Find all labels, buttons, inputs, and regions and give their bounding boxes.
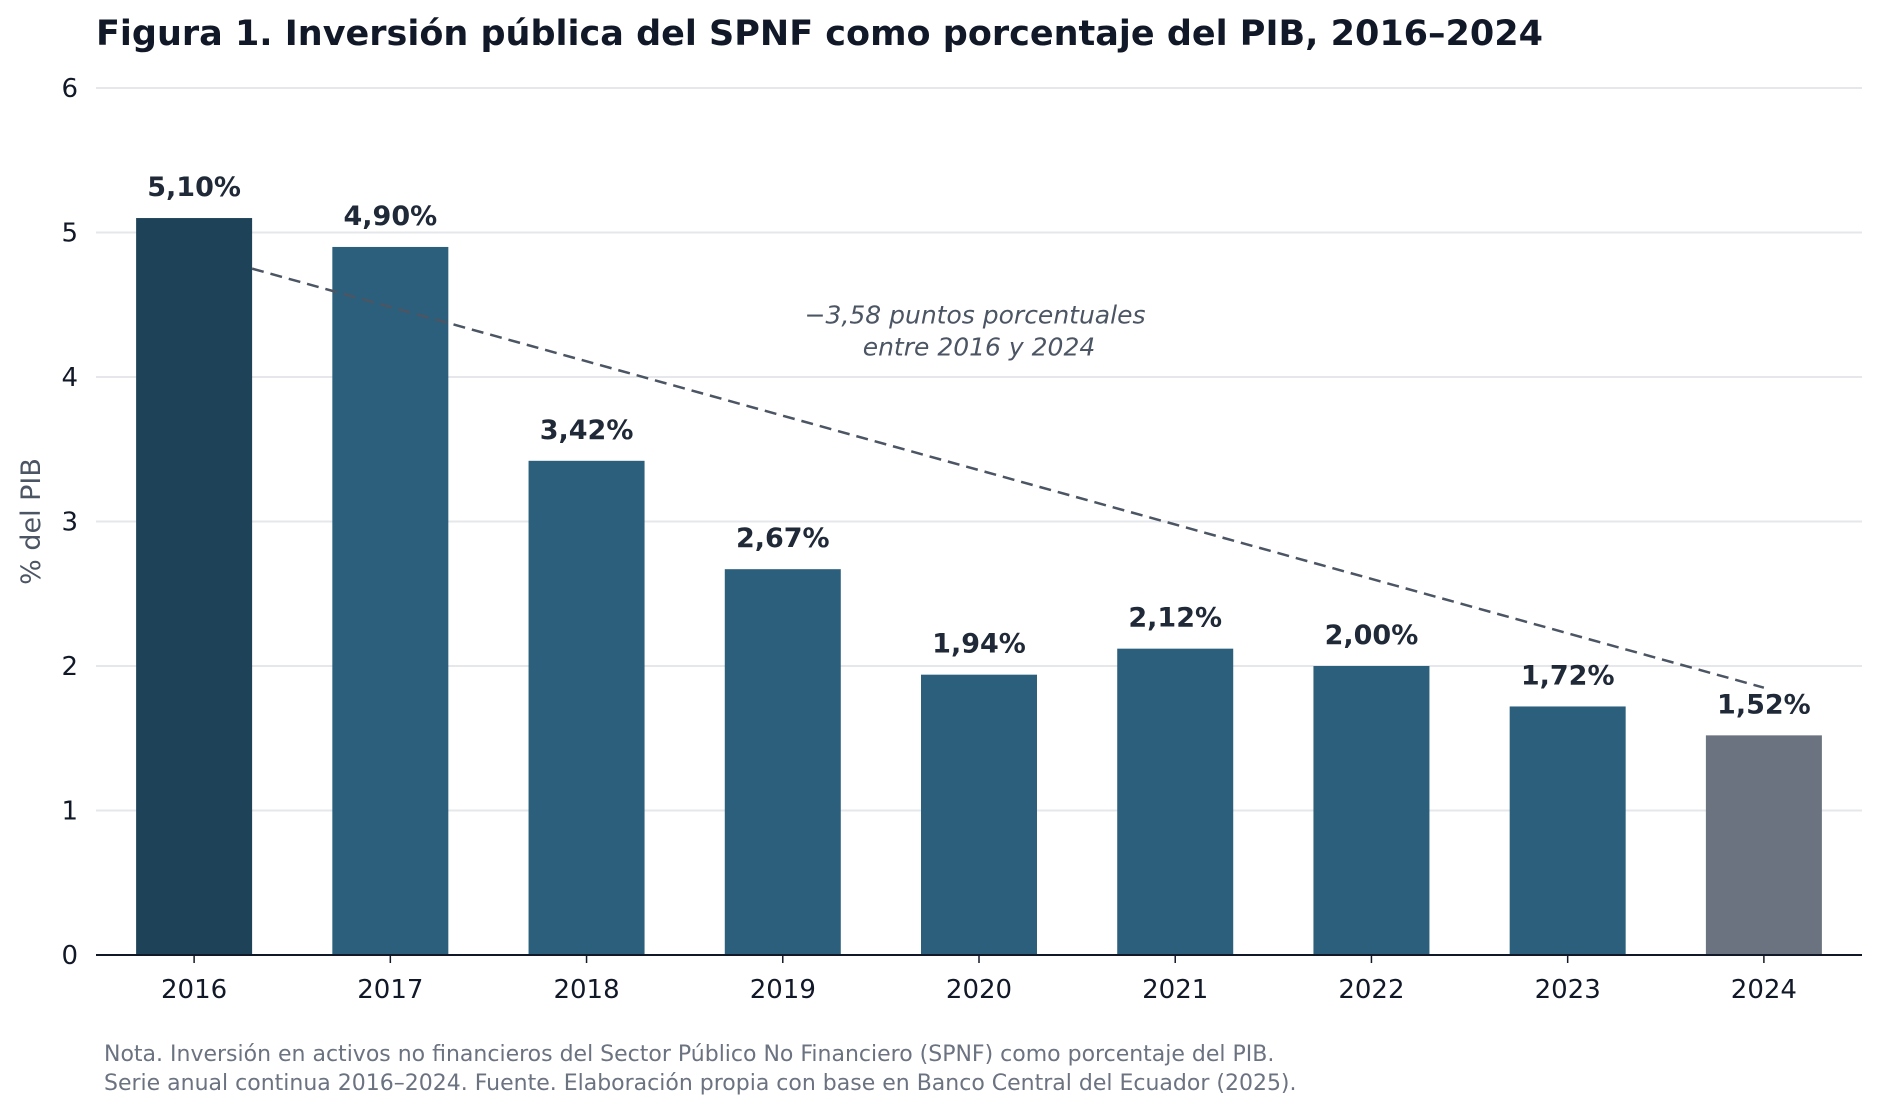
annotation-line-1: −3,58 puntos porcentuales <box>805 300 1146 329</box>
value-label-2016: 5,10% <box>147 172 241 203</box>
y-axis-ticks: 0 1 2 3 4 5 6 <box>61 74 78 971</box>
note-line-1: Nota. Inversión en activos no financiero… <box>104 1042 1275 1067</box>
y-tick-label: 0 <box>61 941 78 971</box>
y-tick-label: 4 <box>61 363 78 393</box>
x-tick-label-2024: 2024 <box>1731 975 1797 1005</box>
bar-2016 <box>136 218 253 956</box>
value-label-2018: 3,42% <box>540 415 634 446</box>
value-label-2023: 1,72% <box>1521 660 1615 691</box>
chart-title: Figura 1. Inversión pública del SPNF com… <box>96 14 1543 54</box>
value-label-2020: 1,94% <box>932 629 1026 660</box>
value-label-2017: 4,90% <box>343 201 437 232</box>
value-labels: 5,10% 4,90% 3,42% 2,67% 1,94% 2,12% 2,00% 1,72%… <box>147 172 1810 720</box>
y-tick-label: 5 <box>61 219 78 249</box>
y-tick-label: 1 <box>61 797 78 827</box>
value-label-2019: 2,67% <box>736 523 830 554</box>
bar-2020 <box>921 674 1037 955</box>
x-tick-label-2016: 2016 <box>161 975 227 1005</box>
bar-2021 <box>1117 648 1234 955</box>
bar-2019 <box>724 569 841 955</box>
value-label-2021: 2,12% <box>1128 603 1222 634</box>
x-tick-label-2017: 2017 <box>357 975 423 1005</box>
bars <box>136 218 1822 956</box>
x-tick-label-2018: 2018 <box>553 975 619 1005</box>
x-tick-label-2023: 2023 <box>1535 975 1601 1005</box>
value-label-2022: 2,00% <box>1325 620 1419 651</box>
y-tick-label: 3 <box>61 508 78 538</box>
bar-2022 <box>1313 666 1430 955</box>
bar-2023 <box>1509 706 1626 955</box>
annotation-line-2: entre 2016 y 2024 <box>863 332 1096 361</box>
bar-2024 <box>1705 735 1822 955</box>
trend-line-group <box>251 267 1765 689</box>
bar-2018 <box>528 460 645 955</box>
trend-annotation: −3,58 puntos porcentuales entre 2016 y 2… <box>805 300 1154 361</box>
value-label-2024: 1,52% <box>1717 689 1811 720</box>
note-line-2: Serie anual continua 2016–2024. Fuente. … <box>104 1071 1297 1096</box>
trend-line <box>251 267 1765 689</box>
x-axis-ticks: 2016 2017 2018 2019 2020 2021 2022 2023 2024 <box>161 955 1797 1005</box>
bar-2017 <box>332 246 449 955</box>
x-tick-label-2021: 2021 <box>1142 975 1208 1005</box>
x-tick-label-2022: 2022 <box>1338 975 1404 1005</box>
x-tick-label-2019: 2019 <box>750 975 816 1005</box>
chart-note: Nota. Inversión en activos no financiero… <box>104 1040 1297 1098</box>
y-axis-label: % del PIB <box>16 458 47 585</box>
y-tick-label: 6 <box>61 74 78 104</box>
x-tick-label-2020: 2020 <box>946 975 1012 1005</box>
y-tick-label: 2 <box>61 652 78 682</box>
